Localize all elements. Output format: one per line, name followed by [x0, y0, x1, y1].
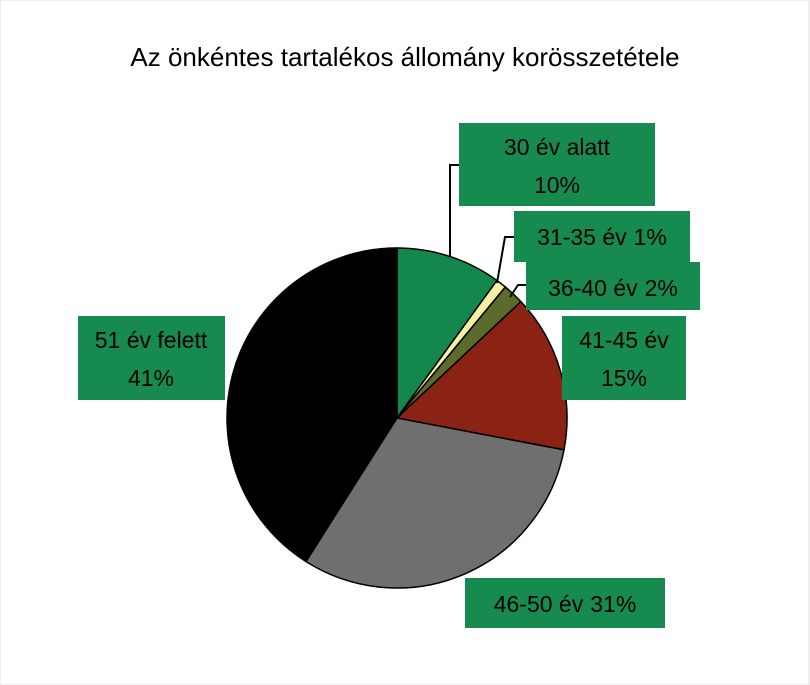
slice-value-label: 31%: [590, 591, 636, 617]
slice-label: 30 év alatt: [504, 134, 611, 160]
slice-value-label: 1%: [634, 224, 667, 250]
label-box: [78, 316, 225, 400]
slice-value-label: 15%: [601, 365, 647, 391]
leader-line: [496, 236, 514, 284]
label-box: [562, 316, 686, 400]
slice-name: 36-40 év: [548, 275, 638, 301]
label-box: [459, 123, 655, 206]
leader-line: [509, 284, 526, 298]
leader-line: [449, 164, 459, 256]
slice-value-label: 2%: [645, 275, 678, 301]
slice-label: 46-50 év 31%: [494, 591, 637, 617]
pie-slice: [396, 247, 498, 421]
label-box: [514, 211, 690, 262]
pie-slice: [226, 247, 398, 563]
slice-value-label: 10%: [534, 172, 580, 198]
slice-value-label: 41%: [128, 365, 174, 391]
pie-slice: [395, 300, 568, 451]
slice-name: 46-50 év: [494, 591, 584, 617]
label-box: [465, 578, 665, 628]
slice-label: 41-45 év: [579, 327, 669, 353]
slice-label: 31-35 év 1%: [537, 224, 667, 250]
chart-title: Az önkéntes tartalékos állomány korössze…: [130, 42, 679, 72]
slice-label: 36-40 év 2%: [548, 275, 678, 301]
slice-label: 51 év felett: [95, 327, 208, 353]
label-box: [526, 262, 700, 310]
slice-name: 31-35 év: [537, 224, 627, 250]
